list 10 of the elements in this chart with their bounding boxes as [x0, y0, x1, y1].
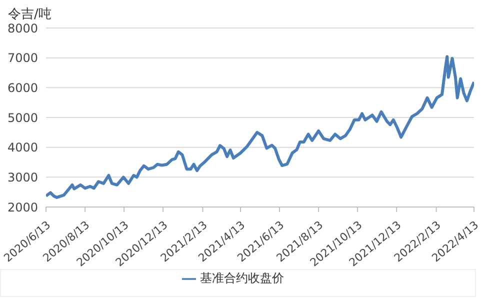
y-tick-label: 8000	[7, 21, 38, 36]
legend-label: 基准合约收盘价	[200, 271, 284, 285]
line-series	[46, 55, 474, 199]
y-axis-title: 令吉/吨	[8, 6, 52, 23]
y-tick-label: 5000	[7, 110, 38, 125]
y-tick-label: 6000	[7, 80, 38, 95]
y-tick-label: 4000	[7, 140, 38, 155]
y-tick-label: 2000	[7, 200, 38, 214]
y-tick-label: 3000	[7, 170, 38, 184]
y-tick-label: 7000	[7, 51, 38, 66]
